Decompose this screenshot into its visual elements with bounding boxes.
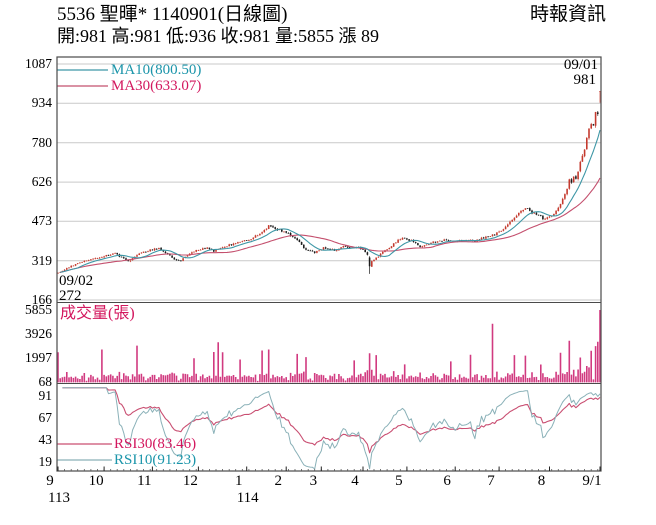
month-axis-tick: 9/1 — [582, 473, 602, 489]
brand-label: 時報資訊 — [529, 4, 606, 25]
month-axis-tick: 6 — [443, 473, 451, 489]
rsi10-legend-label: RSI10(91.23) — [114, 452, 197, 468]
month-axis-tick: 8 — [537, 473, 546, 489]
volume-panel-label: 成交量(張) — [60, 305, 135, 322]
volume-axis-tick: 68 — [38, 374, 53, 389]
month-axis-tick: 11 — [137, 473, 152, 489]
month-axis-tick: 1 — [234, 473, 243, 489]
last-date-annotation: 09/01 — [563, 57, 598, 73]
rsi-axis-tick: 67 — [38, 410, 53, 425]
first-date-annotation: 09/02 — [59, 273, 94, 289]
chart-title: 5536 聖暉* 1140901(日線圖) — [57, 4, 288, 25]
ma30-legend-label: MA30(633.07) — [111, 78, 202, 94]
price-axis-tick: 934 — [31, 95, 52, 111]
volume-axis-tick: 1997 — [25, 350, 52, 365]
price-axis-tick: 319 — [31, 252, 52, 268]
ma10-legend-label: MA10(800.50) — [111, 62, 202, 78]
month-axis-tick: 12 — [182, 473, 198, 489]
month-axis-tick: 4 — [351, 473, 359, 489]
month-axis-tick: 9 — [46, 473, 54, 489]
price-axis-tick: 626 — [31, 174, 52, 190]
rsi-axis-tick: 43 — [38, 432, 53, 447]
price-axis-tick: 473 — [31, 213, 52, 229]
month-axis-tick: 3 — [309, 473, 318, 489]
ohlc-summary: 開:981 高:981 低:936 收:981 量:5855 漲 89 — [57, 26, 380, 46]
month-axis-tick: 2 — [274, 473, 282, 489]
volume-axis-tick: 5855 — [25, 302, 52, 317]
price-axis-tick: 166 — [31, 292, 52, 307]
rsi-axis-tick: 19 — [38, 454, 53, 469]
price-axis-tick: 780 — [31, 134, 52, 150]
year-axis-tick: 114 — [236, 490, 259, 506]
rsi30-legend-label: RSI30(83.46) — [114, 436, 197, 452]
rsi-axis-tick: 91 — [38, 388, 53, 403]
last-price-annotation: 981 — [573, 72, 597, 88]
first-price-annotation: 272 — [59, 288, 82, 304]
year-axis-tick: 113 — [48, 490, 70, 506]
month-axis-tick: 10 — [88, 473, 104, 489]
month-axis-tick: 7 — [487, 473, 495, 489]
price-axis-tick: 1087 — [25, 56, 52, 71]
month-axis-tick: 5 — [395, 473, 403, 489]
volume-axis-tick: 3926 — [25, 326, 52, 341]
